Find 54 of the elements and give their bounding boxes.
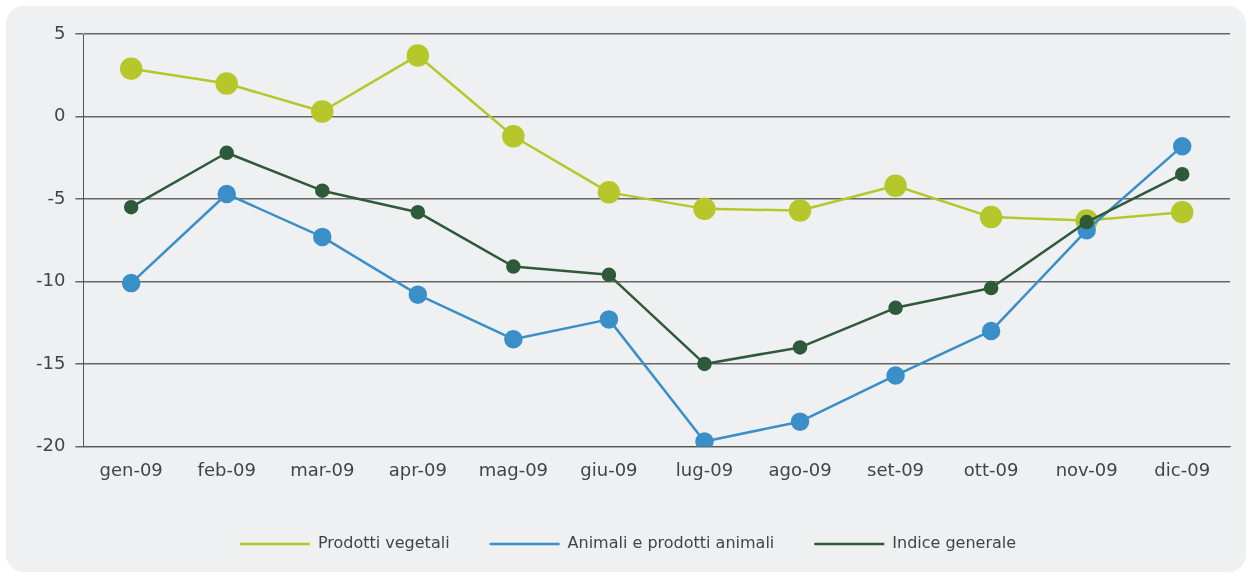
- point: [502, 125, 525, 148]
- x-tick-label: feb-09: [197, 458, 256, 480]
- x-tick-label: lug-09: [675, 458, 734, 480]
- point: [121, 273, 141, 293]
- y-tick-label: -20: [35, 434, 66, 456]
- point: [599, 310, 619, 329]
- point: [506, 259, 521, 274]
- point: [884, 174, 907, 198]
- point: [504, 329, 523, 349]
- y-tick-label: -5: [47, 186, 66, 208]
- point: [601, 267, 617, 283]
- y-tick-label: 0: [53, 104, 66, 126]
- x-tick-label: mag-09: [478, 458, 549, 480]
- y-tick-label: -10: [35, 269, 66, 291]
- x-tick-label: dic-09: [1154, 458, 1211, 480]
- legend-label: Prodotti vegetali: [317, 533, 450, 553]
- point: [888, 300, 903, 316]
- x-tick-label: ott-09: [963, 458, 1019, 480]
- point: [1170, 200, 1194, 224]
- x-tick-label: gen-09: [99, 458, 163, 480]
- point: [981, 321, 1001, 341]
- point: [410, 204, 426, 220]
- x-tick-label: mar-09: [290, 458, 355, 480]
- point: [219, 145, 234, 161]
- point: [788, 199, 812, 222]
- y-tick-label: -15: [35, 351, 66, 373]
- point: [215, 72, 238, 95]
- legend-label: Indice generale: [892, 533, 1017, 553]
- x-tick-label: ago-09: [768, 458, 832, 480]
- point: [406, 44, 430, 67]
- point: [792, 340, 808, 355]
- point: [217, 184, 236, 204]
- point: [315, 183, 330, 198]
- x-tick-label: giu-09: [580, 458, 638, 480]
- legend-label: Animali e prodotti animali: [567, 533, 775, 553]
- x-tick-label: apr-09: [388, 458, 447, 480]
- point: [979, 205, 1003, 229]
- point: [123, 199, 139, 215]
- point: [408, 285, 428, 304]
- x-tick-label: nov-09: [1055, 458, 1118, 480]
- point: [597, 181, 621, 204]
- point: [311, 100, 334, 123]
- point: [1172, 136, 1192, 156]
- x-tick-label: set-09: [867, 458, 925, 480]
- point: [886, 366, 905, 385]
- point: [697, 356, 712, 372]
- point: [695, 432, 714, 447]
- point: [1174, 166, 1190, 182]
- point: [313, 227, 332, 247]
- point: [119, 57, 143, 80]
- point: [790, 412, 810, 431]
- y-tick-label: 5: [53, 21, 66, 43]
- point: [983, 280, 999, 296]
- point: [693, 197, 716, 221]
